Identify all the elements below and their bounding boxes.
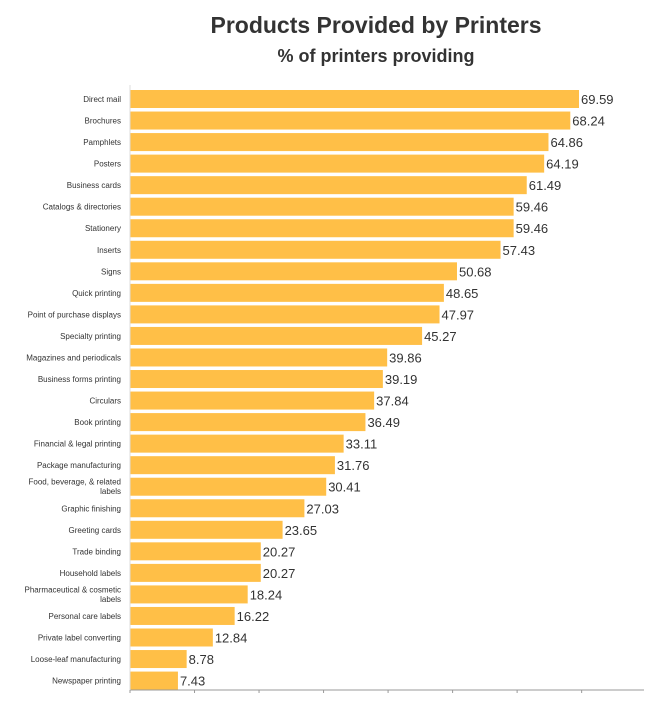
bar — [130, 219, 514, 238]
bar — [130, 671, 178, 690]
category-label: Catalogs & directories — [43, 203, 121, 212]
bar — [130, 90, 579, 108]
category-label: Book printing — [74, 418, 121, 427]
category-label: Stationery — [85, 224, 121, 233]
bar-value-label: 20.27 — [263, 566, 296, 581]
bar — [130, 197, 514, 216]
bar-value-label: 64.19 — [546, 157, 579, 172]
bar-value-label: 57.43 — [503, 243, 536, 258]
bar-value-label: 59.46 — [516, 200, 549, 215]
chart-title: Products Provided by Printers — [210, 12, 542, 38]
bar-value-label: 8.78 — [189, 652, 214, 667]
category-label: Package manufacturing — [37, 461, 121, 470]
bar — [130, 628, 213, 647]
category-label: Household labels — [60, 569, 121, 578]
bar-value-label: 39.19 — [385, 372, 418, 387]
category-label: Food, beverage, & related labels — [28, 478, 121, 497]
bar — [130, 240, 501, 259]
bar-value-label: 64.86 — [550, 135, 583, 150]
bar-value-label: 37.84 — [376, 394, 409, 409]
bar — [130, 154, 545, 173]
bar — [130, 305, 440, 324]
bar-value-label: 23.65 — [285, 523, 318, 538]
bar — [130, 520, 283, 539]
category-label: Greeting cards — [69, 526, 121, 535]
category-label: Point of purchase displays — [28, 310, 121, 319]
category-label: Business cards — [67, 181, 121, 190]
bar-value-label: 16.22 — [237, 609, 270, 624]
category-label: Pharmaceutical & cosmetic labels — [25, 585, 121, 604]
bar-value-label: 68.24 — [572, 114, 605, 129]
category-label: Loose-leaf manufacturing — [31, 655, 121, 664]
bar-value-label: 47.97 — [442, 307, 475, 322]
bar — [130, 585, 248, 604]
category-label: Brochures — [85, 117, 121, 126]
category-label: Direct mail — [83, 95, 121, 104]
bar — [130, 133, 549, 152]
bar-value-label: 7.43 — [180, 674, 205, 689]
bar-value-label: 12.84 — [215, 631, 248, 646]
bars-layer: 69.59 68.24 64.86 64.19 61.49 59.46 59.46 57.43… — [130, 90, 614, 690]
category-label: Financial & legal printing — [34, 440, 121, 449]
bar-value-label: 31.76 — [337, 458, 370, 473]
bar — [130, 606, 235, 625]
bar-value-label: 39.86 — [389, 350, 422, 365]
category-label: Trade binding — [72, 547, 121, 556]
chart-subtitle: % of printers providing — [277, 46, 475, 66]
bar-value-label: 36.49 — [367, 415, 400, 430]
bar-value-label: 45.27 — [424, 329, 457, 344]
bar-value-label: 69.59 — [581, 92, 614, 107]
bar — [130, 542, 261, 561]
category-label: Inserts — [97, 246, 121, 255]
category-label: Pamphlets — [83, 138, 121, 147]
bar — [130, 262, 457, 281]
category-label: Magazines and periodicals — [26, 353, 121, 362]
bar — [130, 111, 571, 130]
bar — [130, 326, 423, 345]
category-label: Newspaper printing — [52, 677, 121, 686]
category-label: Circulars — [89, 397, 121, 406]
category-label: Private label converting — [38, 634, 121, 643]
category-label: Graphic finishing — [61, 504, 121, 513]
bar-value-label: 30.41 — [328, 480, 361, 495]
category-label: Business forms printing — [38, 375, 121, 384]
category-label: Posters — [94, 160, 121, 169]
bar-value-label: 27.03 — [306, 501, 339, 516]
category-label: Signs — [101, 267, 121, 276]
bar — [130, 499, 305, 518]
bar-value-label: 59.46 — [516, 221, 549, 236]
bar — [130, 563, 261, 582]
bar — [130, 391, 375, 410]
category-label: Quick printing — [72, 289, 121, 298]
bar — [130, 176, 527, 195]
axis-layer: Direct mail Brochures Pamphlets Posters Busi… — [25, 85, 644, 693]
bar — [130, 650, 187, 669]
bar — [130, 370, 383, 389]
category-label: Personal care labels — [49, 612, 121, 621]
bar-value-label: 18.24 — [250, 587, 283, 602]
bar — [130, 413, 366, 432]
bar-value-label: 50.68 — [459, 264, 492, 279]
category-label: Specialty printing — [60, 332, 121, 341]
bar-value-label: 61.49 — [529, 178, 562, 193]
bar — [130, 348, 388, 367]
bar-value-label: 33.11 — [346, 437, 378, 452]
bar-value-label: 20.27 — [263, 544, 296, 559]
bar-value-label: 48.65 — [446, 286, 479, 301]
bar — [130, 283, 444, 302]
bar — [130, 477, 327, 496]
bar — [130, 456, 335, 475]
bar — [130, 434, 344, 453]
